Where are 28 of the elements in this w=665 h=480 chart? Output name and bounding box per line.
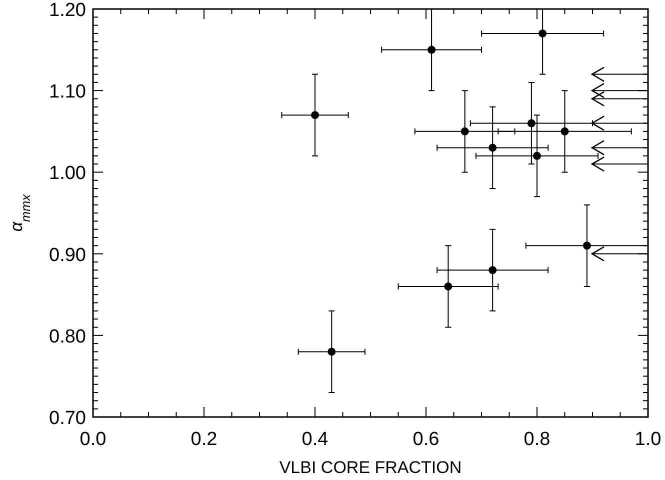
x-tick-label: 0.4 (302, 429, 329, 450)
y-tick-label: 0.90 (49, 244, 86, 266)
point (582, 242, 591, 250)
x-tick-label: 0.2 (190, 429, 218, 450)
point (591, 91, 605, 106)
point (560, 127, 569, 136)
point (538, 29, 547, 38)
y-tick-label: 0.80 (49, 326, 86, 348)
point (311, 111, 319, 120)
point (488, 144, 497, 152)
x-axis-title: VLBI CORE FRACTION (279, 458, 462, 477)
y-tick-label: 1.00 (49, 163, 86, 184)
point (591, 246, 605, 262)
point (591, 116, 605, 131)
x-tick-label: 1.0 (634, 429, 662, 450)
point (488, 266, 497, 274)
x-tick-label: 0.6 (412, 429, 440, 450)
y-tick-label: 0.70 (49, 408, 86, 429)
point (527, 119, 536, 128)
point (328, 348, 336, 356)
y-tick-label: 1.10 (49, 82, 86, 103)
x-tick-label: 0.8 (524, 429, 550, 450)
point (533, 152, 541, 160)
point (444, 282, 452, 290)
y-tick-label: 1.20 (49, 0, 86, 21)
point (460, 127, 469, 136)
point (428, 46, 436, 54)
x-tick-label: 0.0 (80, 429, 106, 450)
